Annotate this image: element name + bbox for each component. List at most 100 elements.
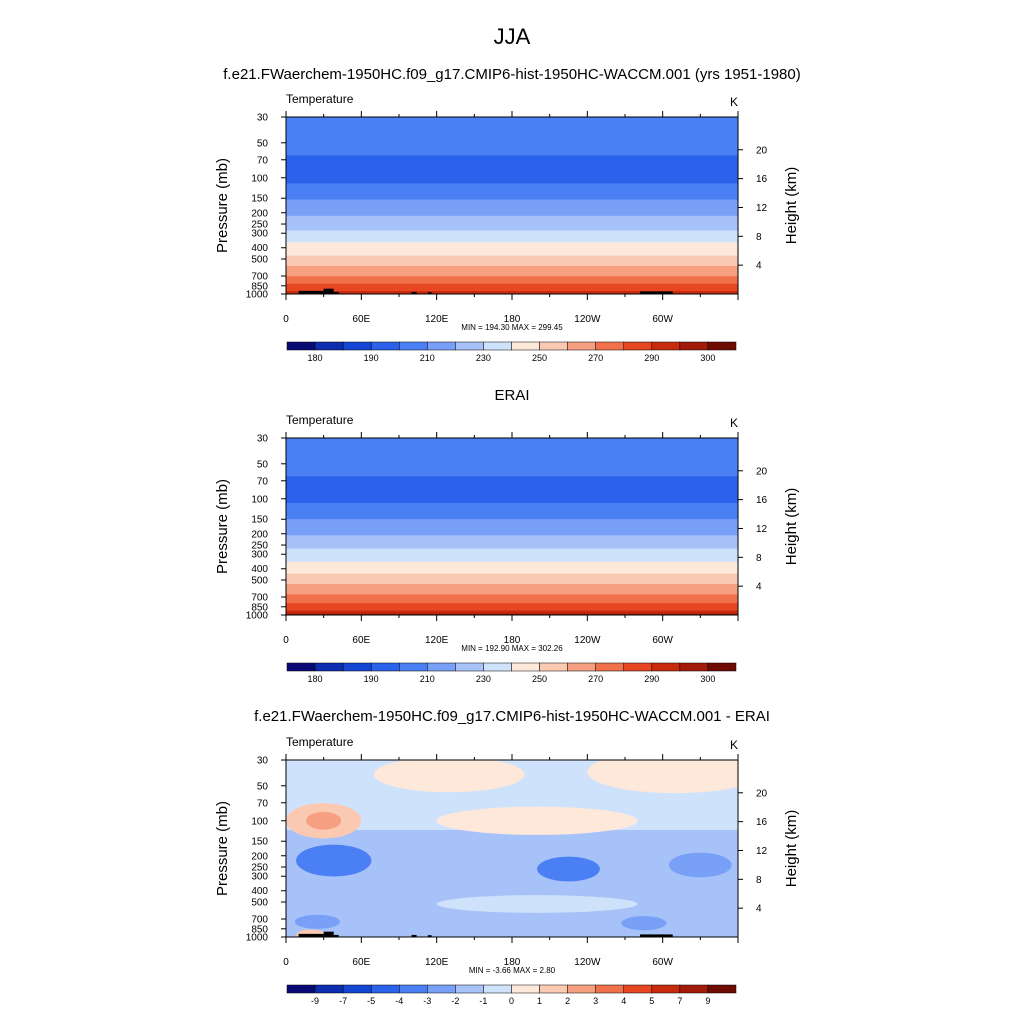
contour-band: [286, 597, 738, 600]
contour-band: [286, 248, 738, 251]
right-y-tick-label: 20: [756, 466, 768, 477]
colorbar-label: 290: [644, 353, 659, 363]
colorbar-label: 270: [588, 674, 603, 684]
contour-band: [286, 211, 738, 214]
right-y-tick-label: 12: [756, 846, 768, 857]
right-y-axis-label: Height (km): [783, 167, 800, 245]
contour-band: [286, 584, 738, 587]
contour-band: [286, 224, 738, 227]
contour-band: [286, 594, 738, 597]
x-tick-label: 0: [283, 314, 289, 325]
contour-band: [286, 603, 738, 606]
x-tick-label: 180: [504, 314, 521, 325]
topography-mask: [411, 934, 417, 937]
contour-band: [286, 158, 738, 161]
contour-band: [286, 230, 738, 233]
colorbar-swatch: [427, 662, 456, 672]
contour-band: [286, 124, 738, 127]
contour-band: [286, 149, 738, 152]
contour-band: [286, 507, 738, 510]
colorbar-swatch: [370, 984, 400, 994]
y-tick-label: 150: [251, 837, 268, 848]
colorbar-label: 300: [700, 353, 715, 363]
contour-band: [286, 164, 738, 167]
x-tick-label: 60E: [352, 957, 370, 968]
topography-mask: [333, 291, 339, 294]
contour-band: [286, 291, 738, 294]
contour-band: [286, 457, 738, 460]
x-tick-label: 60E: [352, 635, 370, 646]
contour-anomaly: [436, 895, 638, 913]
y-tick-label: 850: [251, 924, 268, 935]
right-y-tick-label: 4: [756, 904, 762, 915]
right-y-axis-label: Height (km): [783, 810, 800, 888]
contour-band: [286, 525, 738, 528]
contour-band: [286, 184, 738, 187]
colorbar-swatch: [651, 984, 681, 994]
contour-band: [286, 547, 738, 550]
contour-band: [286, 117, 738, 120]
contour-band: [286, 477, 738, 480]
contour-band: [286, 128, 738, 131]
variable-label: Temperature: [286, 92, 354, 106]
contour-band: [286, 235, 738, 238]
colorbar-label: 5: [649, 996, 654, 1006]
topography-mask: [411, 291, 417, 294]
contour-band: [286, 489, 738, 492]
variable-label: Temperature: [286, 413, 354, 427]
y-tick-label: 150: [251, 194, 268, 205]
contour-band: [286, 511, 738, 514]
colorbar-swatch: [707, 984, 737, 994]
colorbar-swatch: [370, 341, 400, 351]
colorbar-label: -9: [311, 996, 319, 1006]
right-y-tick-label: 4: [756, 261, 762, 272]
colorbar-label: 1: [537, 996, 542, 1006]
colorbar-swatch: [707, 662, 737, 672]
colorbar-swatch: [679, 341, 709, 351]
contour-band: [286, 536, 738, 539]
contour-band: [286, 486, 738, 489]
right-y-tick-label: 12: [756, 203, 768, 214]
y-tick-label: 1000: [246, 611, 269, 622]
y-tick-label: 70: [257, 476, 269, 487]
contour-band: [286, 199, 738, 202]
contour-band: [286, 510, 738, 513]
contour-band: [286, 551, 738, 554]
colorbar-swatch: [679, 984, 709, 994]
colorbar-swatch: [286, 341, 316, 351]
units-label: K: [730, 95, 738, 109]
contour-band: [286, 612, 738, 615]
contour-band: [286, 195, 738, 198]
contour-band: [286, 585, 738, 588]
contour-band: [286, 476, 738, 479]
y-tick-label: 50: [257, 138, 269, 149]
x-tick-label: 180: [504, 635, 521, 646]
contour-band: [286, 466, 738, 469]
contour-band: [286, 485, 738, 488]
contour-band: [286, 217, 738, 220]
colorbar-label: 0: [509, 996, 514, 1006]
contour-band: [286, 159, 738, 162]
contour-band: [286, 438, 738, 441]
x-tick-label: 60W: [652, 635, 673, 646]
contour-band: [286, 254, 738, 257]
contour-band: [286, 205, 738, 208]
contour-band: [286, 501, 738, 504]
contour-band: [286, 445, 738, 448]
colorbar-swatch: [595, 341, 624, 351]
contour-band: [286, 458, 738, 461]
contour-band: [286, 522, 738, 525]
y-tick-label: 400: [251, 564, 268, 575]
contour-band: [286, 454, 738, 457]
min-max-stats: MIN = 192.90 MAX = 302.26: [461, 644, 563, 653]
contour-band: [286, 502, 738, 505]
contour-band: [286, 573, 738, 576]
colorbar-swatch: [623, 662, 653, 672]
contour-band: [286, 279, 738, 282]
contour-band: [286, 591, 738, 594]
contour-band: [286, 206, 738, 210]
contour-field: [286, 438, 738, 615]
colorbar-label: -1: [479, 996, 487, 1006]
contour-band: [286, 532, 738, 535]
